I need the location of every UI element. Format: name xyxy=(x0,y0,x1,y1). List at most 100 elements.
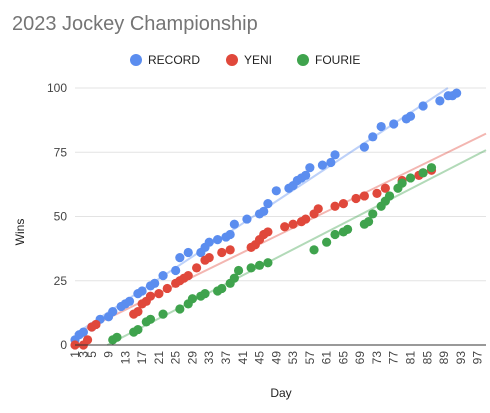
point-fourie xyxy=(363,217,374,227)
point-fourie xyxy=(246,263,256,273)
y-tick-label: 0 xyxy=(60,338,67,352)
point-record xyxy=(376,121,386,132)
x-axis-title: Day xyxy=(270,386,291,400)
x-tick-label: 53 xyxy=(286,351,300,365)
point-fourie xyxy=(175,304,185,314)
x-tick-label: 5 xyxy=(85,351,99,358)
gridlines xyxy=(75,87,486,282)
legend-marker-record xyxy=(130,54,142,66)
point-record xyxy=(305,163,315,173)
legend: RECORD YENI FOURIE xyxy=(130,53,360,67)
point-fourie xyxy=(229,273,239,283)
x-tick-label: 17 xyxy=(135,351,149,365)
x-tick-label: 65 xyxy=(336,351,350,365)
x-tick-label: 1 xyxy=(68,351,82,358)
x-tick-label: 41 xyxy=(236,351,250,365)
point-record xyxy=(389,119,399,129)
point-record xyxy=(124,296,135,306)
point-fourie xyxy=(133,324,143,335)
x-tick-label: 9 xyxy=(102,351,116,358)
point-fourie xyxy=(322,237,332,247)
x-tick-label: 29 xyxy=(185,351,199,365)
x-tick-label: 3 xyxy=(76,351,90,358)
x-tick-label: 25 xyxy=(169,351,183,365)
point-fourie xyxy=(418,168,428,178)
point-record xyxy=(242,214,252,224)
point-record xyxy=(175,253,185,263)
point-yeni xyxy=(280,222,290,232)
point-record xyxy=(259,206,269,216)
point-fourie xyxy=(217,283,227,294)
point-yeni xyxy=(301,214,311,224)
x-tick-label: 93 xyxy=(454,351,468,365)
point-yeni xyxy=(380,183,390,193)
point-fourie xyxy=(145,314,156,324)
point-record xyxy=(435,96,445,106)
y-axis-title: Wins xyxy=(13,219,27,246)
x-tick-label: 97 xyxy=(471,351,485,365)
x-tick-label: 89 xyxy=(437,351,451,365)
point-yeni xyxy=(372,188,382,198)
point-fourie xyxy=(187,294,198,304)
point-record xyxy=(405,111,416,121)
point-yeni xyxy=(330,201,340,211)
point-record xyxy=(317,160,328,170)
point-fourie xyxy=(112,332,122,342)
point-record xyxy=(330,150,340,160)
trendline-fourie xyxy=(106,149,487,346)
point-yeni xyxy=(263,227,273,237)
point-fourie xyxy=(368,209,378,219)
point-fourie xyxy=(233,265,244,276)
point-yeni xyxy=(351,193,361,204)
x-tick-label: 85 xyxy=(420,351,434,365)
legend-label-yeni: YENI xyxy=(244,53,272,67)
point-fourie xyxy=(254,260,265,270)
point-fourie xyxy=(384,191,395,201)
point-fourie xyxy=(405,173,416,183)
point-yeni xyxy=(225,245,235,255)
y-tick-label: 75 xyxy=(54,145,68,159)
x-tick-label: 81 xyxy=(404,351,418,365)
point-yeni xyxy=(133,306,143,317)
trendline-yeni xyxy=(74,132,487,336)
point-record xyxy=(229,219,239,229)
point-record xyxy=(368,132,378,142)
point-fourie xyxy=(263,258,273,268)
point-record xyxy=(171,265,181,276)
point-yeni xyxy=(217,247,227,258)
point-fourie xyxy=(158,309,168,319)
legend-label-fourie: FOURIE xyxy=(315,53,360,67)
point-record xyxy=(108,306,118,317)
point-record xyxy=(183,247,193,258)
x-tick-label: 33 xyxy=(202,351,216,365)
x-tick-label: 73 xyxy=(370,351,384,365)
point-yeni xyxy=(145,291,156,301)
x-tick-label: 57 xyxy=(303,351,317,365)
legend-marker-fourie xyxy=(297,54,309,66)
point-record xyxy=(78,327,88,337)
point-record xyxy=(150,278,160,288)
point-yeni xyxy=(204,253,214,263)
point-fourie xyxy=(200,289,210,299)
x-tick-label: 21 xyxy=(152,351,166,365)
point-record xyxy=(359,142,369,152)
point-record xyxy=(225,229,235,240)
point-yeni xyxy=(154,289,164,299)
point-record xyxy=(418,101,428,111)
point-record xyxy=(212,235,223,245)
point-record xyxy=(158,271,168,281)
data-points xyxy=(70,88,462,350)
x-tick-label: 45 xyxy=(253,351,267,365)
y-tick-label: 25 xyxy=(54,274,68,288)
x-tick-label: 61 xyxy=(320,351,334,365)
point-yeni xyxy=(288,219,298,229)
point-fourie xyxy=(309,245,319,255)
legend-marker-yeni xyxy=(226,54,238,66)
point-yeni xyxy=(359,191,369,201)
point-fourie xyxy=(330,229,340,240)
point-record xyxy=(137,286,147,296)
x-tick-label: 77 xyxy=(387,351,401,365)
point-yeni xyxy=(162,283,172,294)
